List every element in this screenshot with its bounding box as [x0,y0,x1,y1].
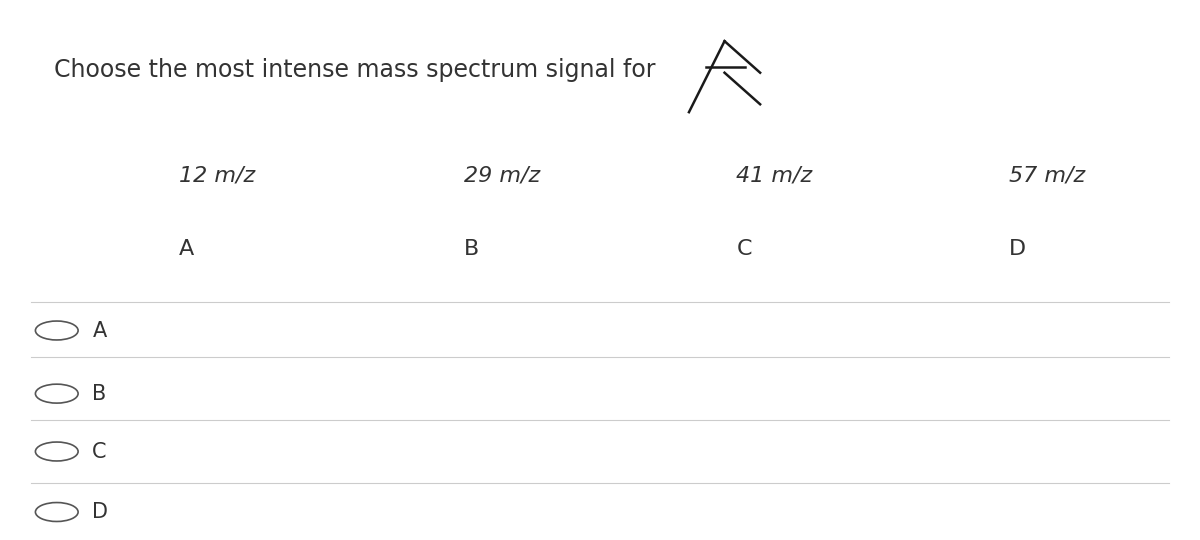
Text: B: B [463,239,479,259]
Text: Choose the most intense mass spectrum signal for: Choose the most intense mass spectrum si… [54,58,656,82]
Text: 57 m/z: 57 m/z [1009,165,1085,185]
Text: C: C [737,239,752,259]
Text: D: D [1009,239,1026,259]
Text: C: C [92,442,107,462]
Text: D: D [92,502,108,522]
Text: 29 m/z: 29 m/z [463,165,540,185]
Text: 41 m/z: 41 m/z [737,165,812,185]
Text: A: A [92,321,107,341]
Text: B: B [92,383,107,403]
Text: A: A [179,239,194,259]
Text: 12 m/z: 12 m/z [179,165,256,185]
